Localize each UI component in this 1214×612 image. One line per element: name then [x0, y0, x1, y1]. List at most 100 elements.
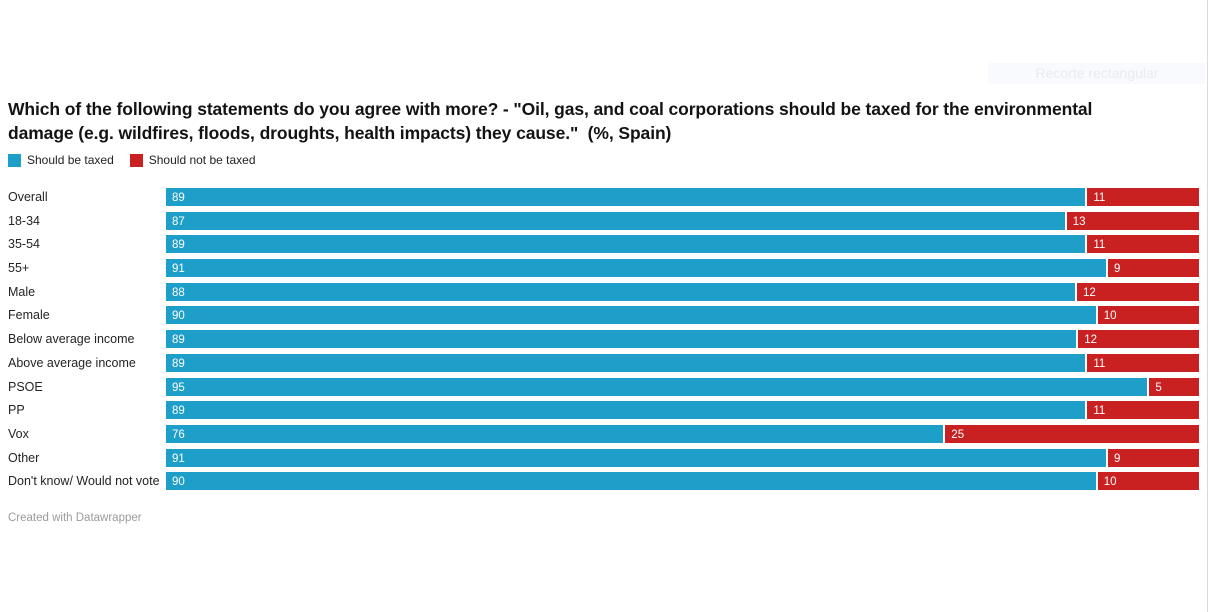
value-label: 11 — [1093, 357, 1106, 370]
bar-track: 89 11 — [166, 188, 1199, 206]
bar-track: 95 5 — [166, 377, 1199, 396]
value-label: 88 — [172, 286, 185, 299]
bar-segment-should-not-be-taxed: 9 — [1108, 448, 1199, 467]
legend-label: Should not be taxed — [148, 153, 256, 167]
table-row: 35-54 89 11 — [8, 235, 1199, 254]
value-label: 87 — [172, 215, 185, 228]
value-label: 89 — [172, 239, 185, 252]
category-label: PSOE — [8, 379, 43, 394]
value-label: 89 — [172, 405, 185, 418]
bar-segment-should-be-taxed: 90 — [166, 472, 1096, 491]
screenshot-tool-crop-button[interactable]: Recorte rectangular — [988, 63, 1206, 84]
bar-track: 91 9 — [166, 259, 1199, 278]
bar-track: 89 11 — [166, 235, 1199, 254]
table-row: Below average income 89 12 — [8, 330, 1199, 349]
value-label: 10 — [1103, 476, 1117, 489]
table-row: Don't know/ Would not vote 90 10 — [8, 472, 1199, 491]
value-label: 9 — [1114, 263, 1121, 276]
bar-segment-should-not-be-taxed: 12 — [1077, 282, 1199, 301]
bar-chart: Overall 89 11 18-34 87 13 35-54 89 11 55+ 91 9 Male 8… — [8, 188, 1199, 496]
table-row: Overall 89 11 — [8, 188, 1199, 206]
bar-segment-should-be-taxed: 76 — [166, 424, 944, 443]
category-label: Overall — [8, 190, 48, 204]
table-row: 18-34 87 13 — [8, 211, 1199, 230]
category-label: Above average income — [8, 355, 136, 370]
value-label: 89 — [172, 334, 185, 347]
bar-segment-should-not-be-taxed: 11 — [1087, 235, 1199, 254]
bar-segment-should-be-taxed: 95 — [166, 377, 1148, 396]
value-label: 5 — [1155, 381, 1162, 394]
bar-segment-should-not-be-taxed: 13 — [1066, 211, 1199, 230]
value-label: 9 — [1114, 452, 1121, 465]
category-label: 35-54 — [8, 237, 40, 252]
table-row: Female 90 10 — [8, 306, 1199, 325]
value-label: 91 — [172, 452, 185, 465]
bar-segment-should-be-taxed: 87 — [166, 211, 1065, 230]
bar-segment-should-not-be-taxed: 5 — [1149, 377, 1199, 396]
bar-track: 87 13 — [166, 211, 1199, 230]
category-label: Female — [8, 308, 50, 323]
value-label: 95 — [172, 381, 185, 394]
legend-item: Should be taxed — [8, 153, 114, 167]
value-label: 25 — [951, 428, 965, 441]
value-label: 10 — [1103, 310, 1117, 323]
value-label: 12 — [1084, 334, 1098, 347]
bar-segment-should-not-be-taxed: 10 — [1097, 306, 1199, 325]
bar-segment-should-be-taxed: 89 — [166, 188, 1086, 206]
bar-segment-should-not-be-taxed: 10 — [1097, 472, 1199, 491]
category-label: Male — [8, 284, 36, 299]
bar-segment-should-be-taxed: 91 — [166, 259, 1107, 278]
bar-segment-should-not-be-taxed: 9 — [1108, 259, 1199, 278]
bar-track: 89 11 — [166, 353, 1199, 372]
bar-track: 90 10 — [166, 306, 1199, 325]
category-label: Vox — [8, 426, 29, 441]
bar-track: 76 25 — [166, 424, 1199, 443]
value-label: 11 — [1093, 239, 1106, 252]
bar-track: 90 10 — [166, 472, 1199, 491]
bar-segment-should-be-taxed: 89 — [166, 330, 1077, 349]
value-label: 13 — [1072, 215, 1086, 228]
bar-segment-should-be-taxed: 89 — [166, 401, 1086, 420]
bar-segment-should-be-taxed: 88 — [166, 282, 1076, 301]
chart-title: Which of the following statements do you… — [8, 99, 1098, 143]
value-label: 90 — [172, 476, 185, 489]
legend-swatch-icon — [129, 153, 143, 167]
page-edge-divider — [1207, 0, 1208, 612]
table-row: PSOE 95 5 — [8, 377, 1199, 396]
table-row: PP 89 11 — [8, 401, 1199, 420]
category-label: PP — [8, 403, 25, 418]
legend-swatch-icon — [8, 153, 21, 167]
value-label: 11 — [1093, 405, 1106, 418]
value-label: 91 — [172, 263, 185, 276]
bar-segment-should-be-taxed: 89 — [166, 235, 1086, 254]
bar-track: 89 11 — [166, 401, 1199, 420]
category-label: Don't know/ Would not vote — [8, 474, 160, 489]
value-label: 11 — [1093, 192, 1106, 204]
table-row: Vox 76 25 — [8, 424, 1199, 443]
table-row: Above average income 89 11 — [8, 353, 1199, 372]
category-label: 18-34 — [8, 213, 40, 228]
bar-segment-should-be-taxed: 89 — [166, 353, 1086, 372]
bar-segment-should-not-be-taxed: 11 — [1087, 353, 1199, 372]
legend: Should be taxed Should not be taxed — [8, 153, 256, 167]
value-label: 90 — [172, 310, 185, 323]
legend-label: Should be taxed — [27, 153, 114, 167]
bar-track: 91 9 — [166, 448, 1199, 467]
table-row: 55+ 91 9 — [8, 259, 1199, 278]
bar-segment-should-be-taxed: 90 — [166, 306, 1096, 325]
bar-track: 88 12 — [166, 282, 1199, 301]
value-label: 89 — [172, 192, 185, 204]
category-label: 55+ — [8, 261, 30, 276]
category-label: Other — [8, 450, 40, 465]
legend-item: Should not be taxed — [129, 153, 256, 167]
value-label: 76 — [172, 428, 185, 441]
datawrapper-credit: Created with Datawrapper — [8, 512, 142, 524]
table-row: Male 88 12 — [8, 282, 1199, 301]
value-label: 12 — [1083, 286, 1096, 299]
bar-segment-should-be-taxed: 91 — [166, 448, 1107, 467]
bar-segment-should-not-be-taxed: 25 — [945, 424, 1199, 443]
bar-segment-should-not-be-taxed: 12 — [1078, 330, 1199, 349]
value-label: 89 — [172, 357, 185, 370]
bar-track: 89 12 — [166, 330, 1199, 349]
